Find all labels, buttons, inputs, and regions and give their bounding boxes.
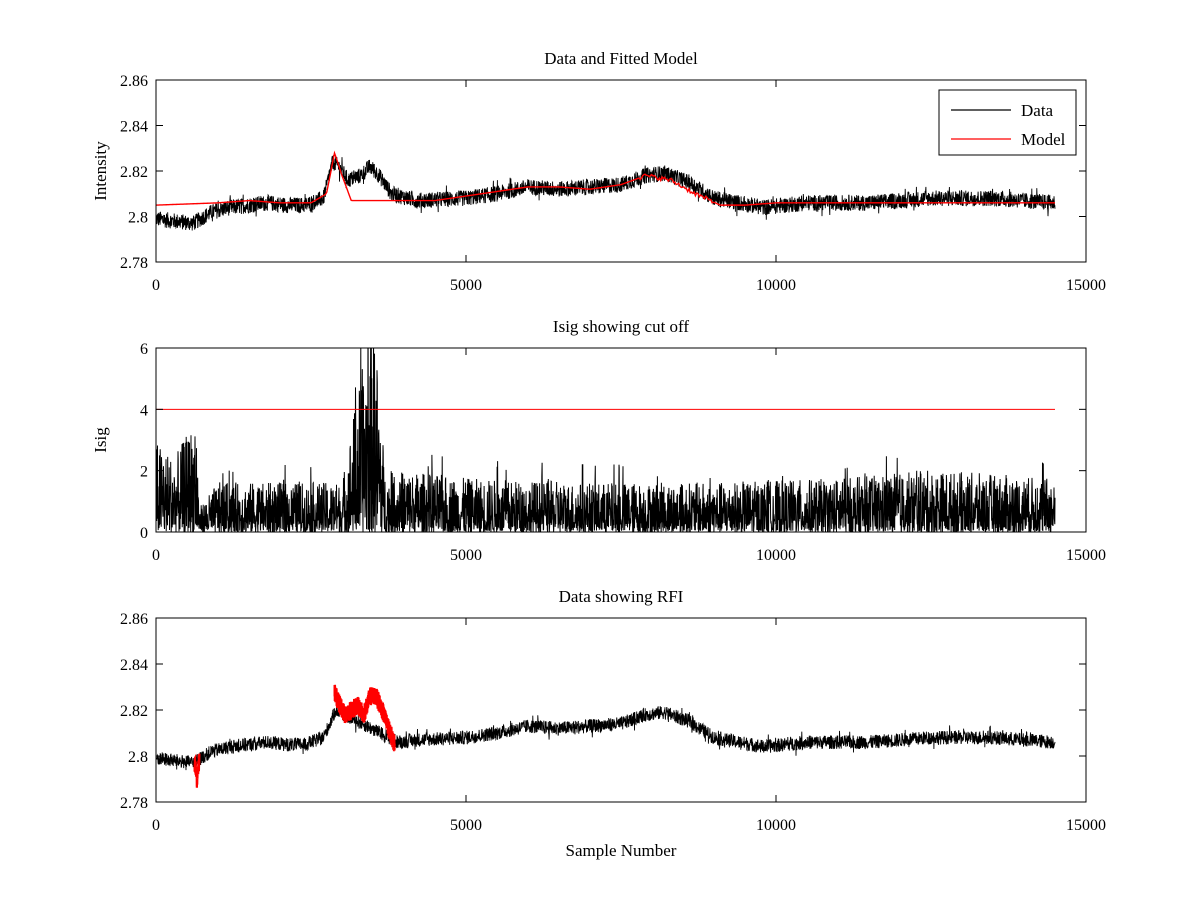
y-tick-label: 2.78	[120, 795, 148, 812]
plot-area	[156, 150, 1056, 231]
legend-entry-data: Data	[1021, 101, 1054, 120]
series-line-rfi-segment	[193, 753, 201, 788]
y-tick-label: 2.86	[120, 611, 148, 628]
legend: Data Model	[938, 89, 1077, 156]
x-tick-label: 5000	[450, 817, 482, 834]
axes-box	[155, 617, 1087, 803]
y-tick-label: 2.8	[128, 749, 148, 766]
legend-entry-model: Model	[1021, 130, 1066, 149]
y-tick-label: 2	[140, 464, 148, 481]
y-tick-label: 2.82	[120, 703, 148, 720]
x-tick-label: 0	[152, 817, 160, 834]
x-tick-label: 5000	[450, 547, 482, 564]
x-tick-label: 15000	[1066, 817, 1106, 834]
chart-title: Data showing RFI	[559, 587, 684, 606]
x-tick-label: 10000	[756, 547, 796, 564]
y-tick-label: 6	[140, 341, 148, 358]
x-axis-label: Sample Number	[566, 841, 677, 860]
x-tick-label: 5000	[450, 277, 482, 294]
panel-isig-showing-cut-off: 0 5000 10000 15000 0 2 4 6 Isig showing cut off I…	[91, 317, 1106, 564]
y-axis-label: Intensity	[91, 141, 110, 201]
y-tick-label: 0	[140, 525, 148, 542]
chart-title: Isig showing cut off	[553, 317, 689, 336]
x-tick-label: 15000	[1066, 277, 1106, 294]
x-tick-label: 10000	[756, 277, 796, 294]
y-tick-label: 2.86	[120, 73, 148, 90]
y-tick-label: 2.8	[128, 210, 148, 227]
x-tick-label: 0	[152, 547, 160, 564]
x-tick-label: 10000	[756, 817, 796, 834]
axes-box	[155, 347, 1087, 533]
series-line-isig	[156, 348, 1056, 532]
series-line-data	[156, 155, 1056, 231]
series-line-model	[156, 150, 1055, 206]
panel-data-showing-rfi: 0 5000 10000 15000 2.78 2.8 2.82 2.84 2.86 Data s…	[120, 587, 1106, 860]
plot-area	[156, 684, 1056, 788]
plot-area	[156, 348, 1056, 532]
y-tick-label: 2.84	[120, 657, 148, 674]
x-tick-label: 0	[152, 277, 160, 294]
chart-title: Data and Fitted Model	[544, 49, 698, 68]
x-tick-label: 15000	[1066, 547, 1106, 564]
series-line-series-0	[156, 702, 1056, 771]
panel-data-and-fitted-model: 0 5000 10000 15000 2.78 2.8 2.82 2.84 2.86 Data a…	[91, 49, 1106, 294]
y-tick-label: 2.78	[120, 255, 148, 272]
series-line-rfi-segment	[333, 684, 396, 752]
y-tick-label: 2.84	[120, 119, 148, 136]
y-tick-label: 4	[140, 402, 148, 419]
y-tick-label: 2.82	[120, 164, 148, 181]
y-axis-label: Isig	[91, 427, 110, 453]
legend-box	[938, 89, 1077, 156]
